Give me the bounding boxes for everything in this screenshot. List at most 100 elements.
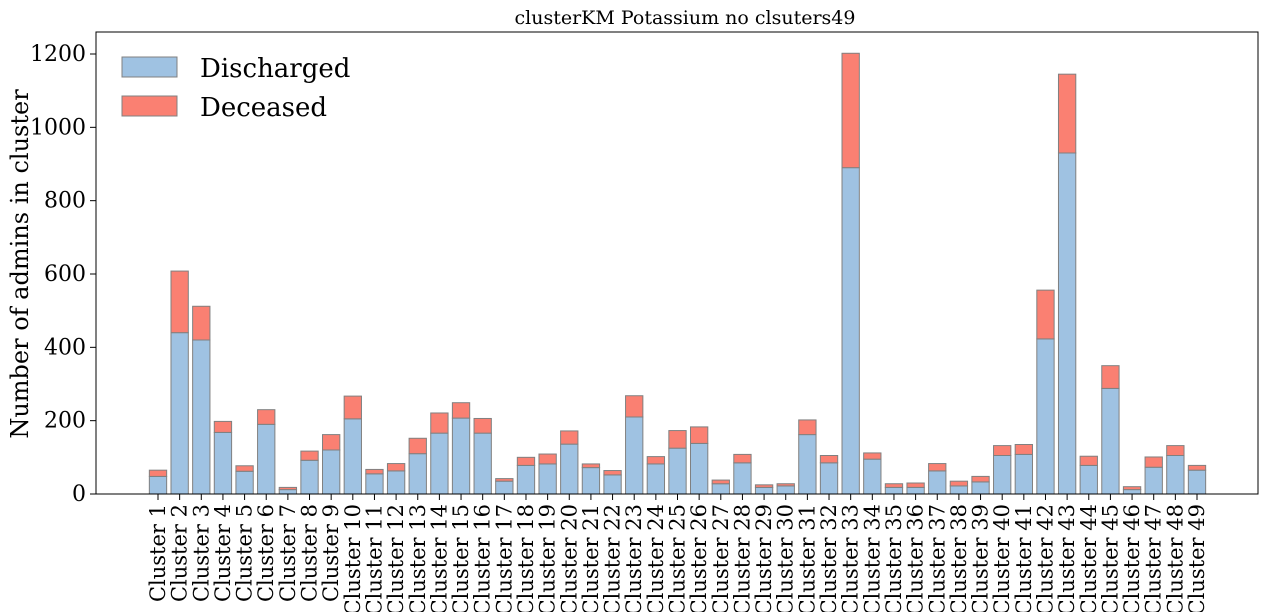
x-tick-label: Cluster 24 <box>644 504 668 612</box>
bar-deceased-48 <box>1166 445 1185 457</box>
chart-title: clusterKM Potassium no clsuters49 <box>515 7 856 29</box>
x-tick-label: Cluster 45 <box>1098 504 1122 612</box>
bar-deceased-46 <box>1122 486 1142 491</box>
x-tick-label: Cluster 3 <box>189 504 213 602</box>
bar-discharged-2 <box>170 332 189 495</box>
x-tick-label: Cluster 42 <box>1033 504 1057 612</box>
bar-discharged-11 <box>365 473 384 495</box>
bar-discharged-47 <box>1144 466 1163 495</box>
bar-discharged-5 <box>235 470 254 495</box>
bar-deceased-10 <box>343 395 362 420</box>
x-tick-label: Cluster 46 <box>1120 504 1144 612</box>
bar-discharged-49 <box>1187 469 1207 495</box>
bar-discharged-20 <box>560 443 579 495</box>
y-tick-label: 200 <box>44 409 86 434</box>
bar-discharged-7 <box>278 489 298 495</box>
bar-discharged-29 <box>754 486 774 495</box>
bar-discharged-18 <box>516 464 536 495</box>
bar-deceased-41 <box>1014 444 1033 455</box>
bar-deceased-39 <box>971 475 990 483</box>
bar-discharged-48 <box>1166 455 1185 495</box>
x-tick-label: Cluster 21 <box>579 504 603 612</box>
bar-deceased-1 <box>148 469 168 477</box>
bar-discharged-34 <box>863 458 882 495</box>
x-tick-label: Cluster 34 <box>860 504 884 612</box>
x-tick-label: Cluster 39 <box>969 504 993 612</box>
bar-discharged-15 <box>451 417 471 495</box>
y-tick-label: 1200 <box>30 42 86 67</box>
bar-discharged-6 <box>257 423 276 495</box>
x-tick-label: Cluster 40 <box>990 504 1014 612</box>
x-tick-label: Cluster 11 <box>362 504 386 612</box>
bar-deceased-25 <box>668 430 687 449</box>
bar-deceased-3 <box>192 305 211 341</box>
x-tick-label: Cluster 14 <box>427 504 451 612</box>
legend-label-deceased: Deceased <box>200 93 327 123</box>
bar-deceased-8 <box>300 450 319 461</box>
bar-deceased-11 <box>365 468 384 475</box>
x-tick-label: Cluster 38 <box>947 504 971 612</box>
bar-deceased-36 <box>906 482 925 488</box>
x-tick-label: Cluster 7 <box>276 504 300 602</box>
bar-deceased-17 <box>495 478 514 482</box>
x-tick-label: Cluster 4 <box>211 504 235 602</box>
bar-discharged-19 <box>538 463 557 495</box>
bar-discharged-27 <box>711 483 730 495</box>
x-tick-label: Cluster 5 <box>233 504 257 602</box>
bar-discharged-45 <box>1101 387 1120 495</box>
x-tick-label: Cluster 48 <box>1163 504 1187 612</box>
bar-discharged-30 <box>776 485 795 495</box>
legend-swatch-deceased <box>121 95 178 117</box>
bar-discharged-28 <box>733 462 752 495</box>
x-tick-label: Cluster 6 <box>254 504 278 602</box>
bar-discharged-36 <box>906 486 925 495</box>
bar-deceased-22 <box>603 470 622 476</box>
bar-discharged-25 <box>668 447 687 495</box>
bar-deceased-42 <box>1036 289 1055 340</box>
bar-discharged-22 <box>603 474 622 495</box>
bar-deceased-4 <box>213 420 233 433</box>
bar-deceased-23 <box>625 395 644 418</box>
bar-deceased-6 <box>257 409 276 425</box>
bar-discharged-43 <box>1057 152 1077 495</box>
bar-deceased-28 <box>733 453 752 464</box>
bar-discharged-38 <box>949 485 969 495</box>
bar-discharged-35 <box>884 486 904 495</box>
bar-discharged-33 <box>841 167 860 495</box>
bar-deceased-13 <box>408 437 427 455</box>
bar-discharged-32 <box>819 462 839 495</box>
bar-deceased-38 <box>949 480 969 487</box>
y-tick-label: 400 <box>44 335 86 360</box>
bar-deceased-27 <box>711 479 730 485</box>
x-tick-label: Cluster 41 <box>1012 504 1036 612</box>
bar-discharged-23 <box>625 416 644 495</box>
x-tick-label: Cluster 17 <box>492 504 516 612</box>
bar-discharged-1 <box>148 475 168 495</box>
bar-deceased-49 <box>1187 464 1207 471</box>
bar-deceased-9 <box>322 434 341 451</box>
x-tick-label: Cluster 44 <box>1077 504 1101 612</box>
bar-discharged-39 <box>971 481 990 495</box>
x-tick-label: Cluster 30 <box>774 504 798 612</box>
bar-deceased-16 <box>473 417 492 434</box>
bar-deceased-20 <box>560 430 579 445</box>
bar-discharged-12 <box>386 470 406 495</box>
legend-label-discharged: Discharged <box>200 54 350 84</box>
bar-deceased-29 <box>754 484 774 488</box>
y-tick-label: 0 <box>72 482 86 507</box>
bar-deceased-19 <box>538 453 557 465</box>
bar-deceased-43 <box>1057 73 1077 154</box>
x-tick-label: Cluster 2 <box>168 504 192 602</box>
bar-discharged-42 <box>1036 338 1055 495</box>
x-tick-label: Cluster 18 <box>514 504 538 612</box>
bar-deceased-44 <box>1079 455 1098 466</box>
bar-discharged-26 <box>689 442 709 495</box>
bar-discharged-44 <box>1079 464 1098 495</box>
y-tick-label: 600 <box>44 262 86 287</box>
bar-discharged-16 <box>473 432 492 495</box>
bar-deceased-14 <box>430 412 449 434</box>
bar-deceased-24 <box>646 456 666 465</box>
bar-deceased-37 <box>928 463 947 472</box>
y-axis: 0 200 400 600 800 1000 1200 <box>30 42 96 507</box>
